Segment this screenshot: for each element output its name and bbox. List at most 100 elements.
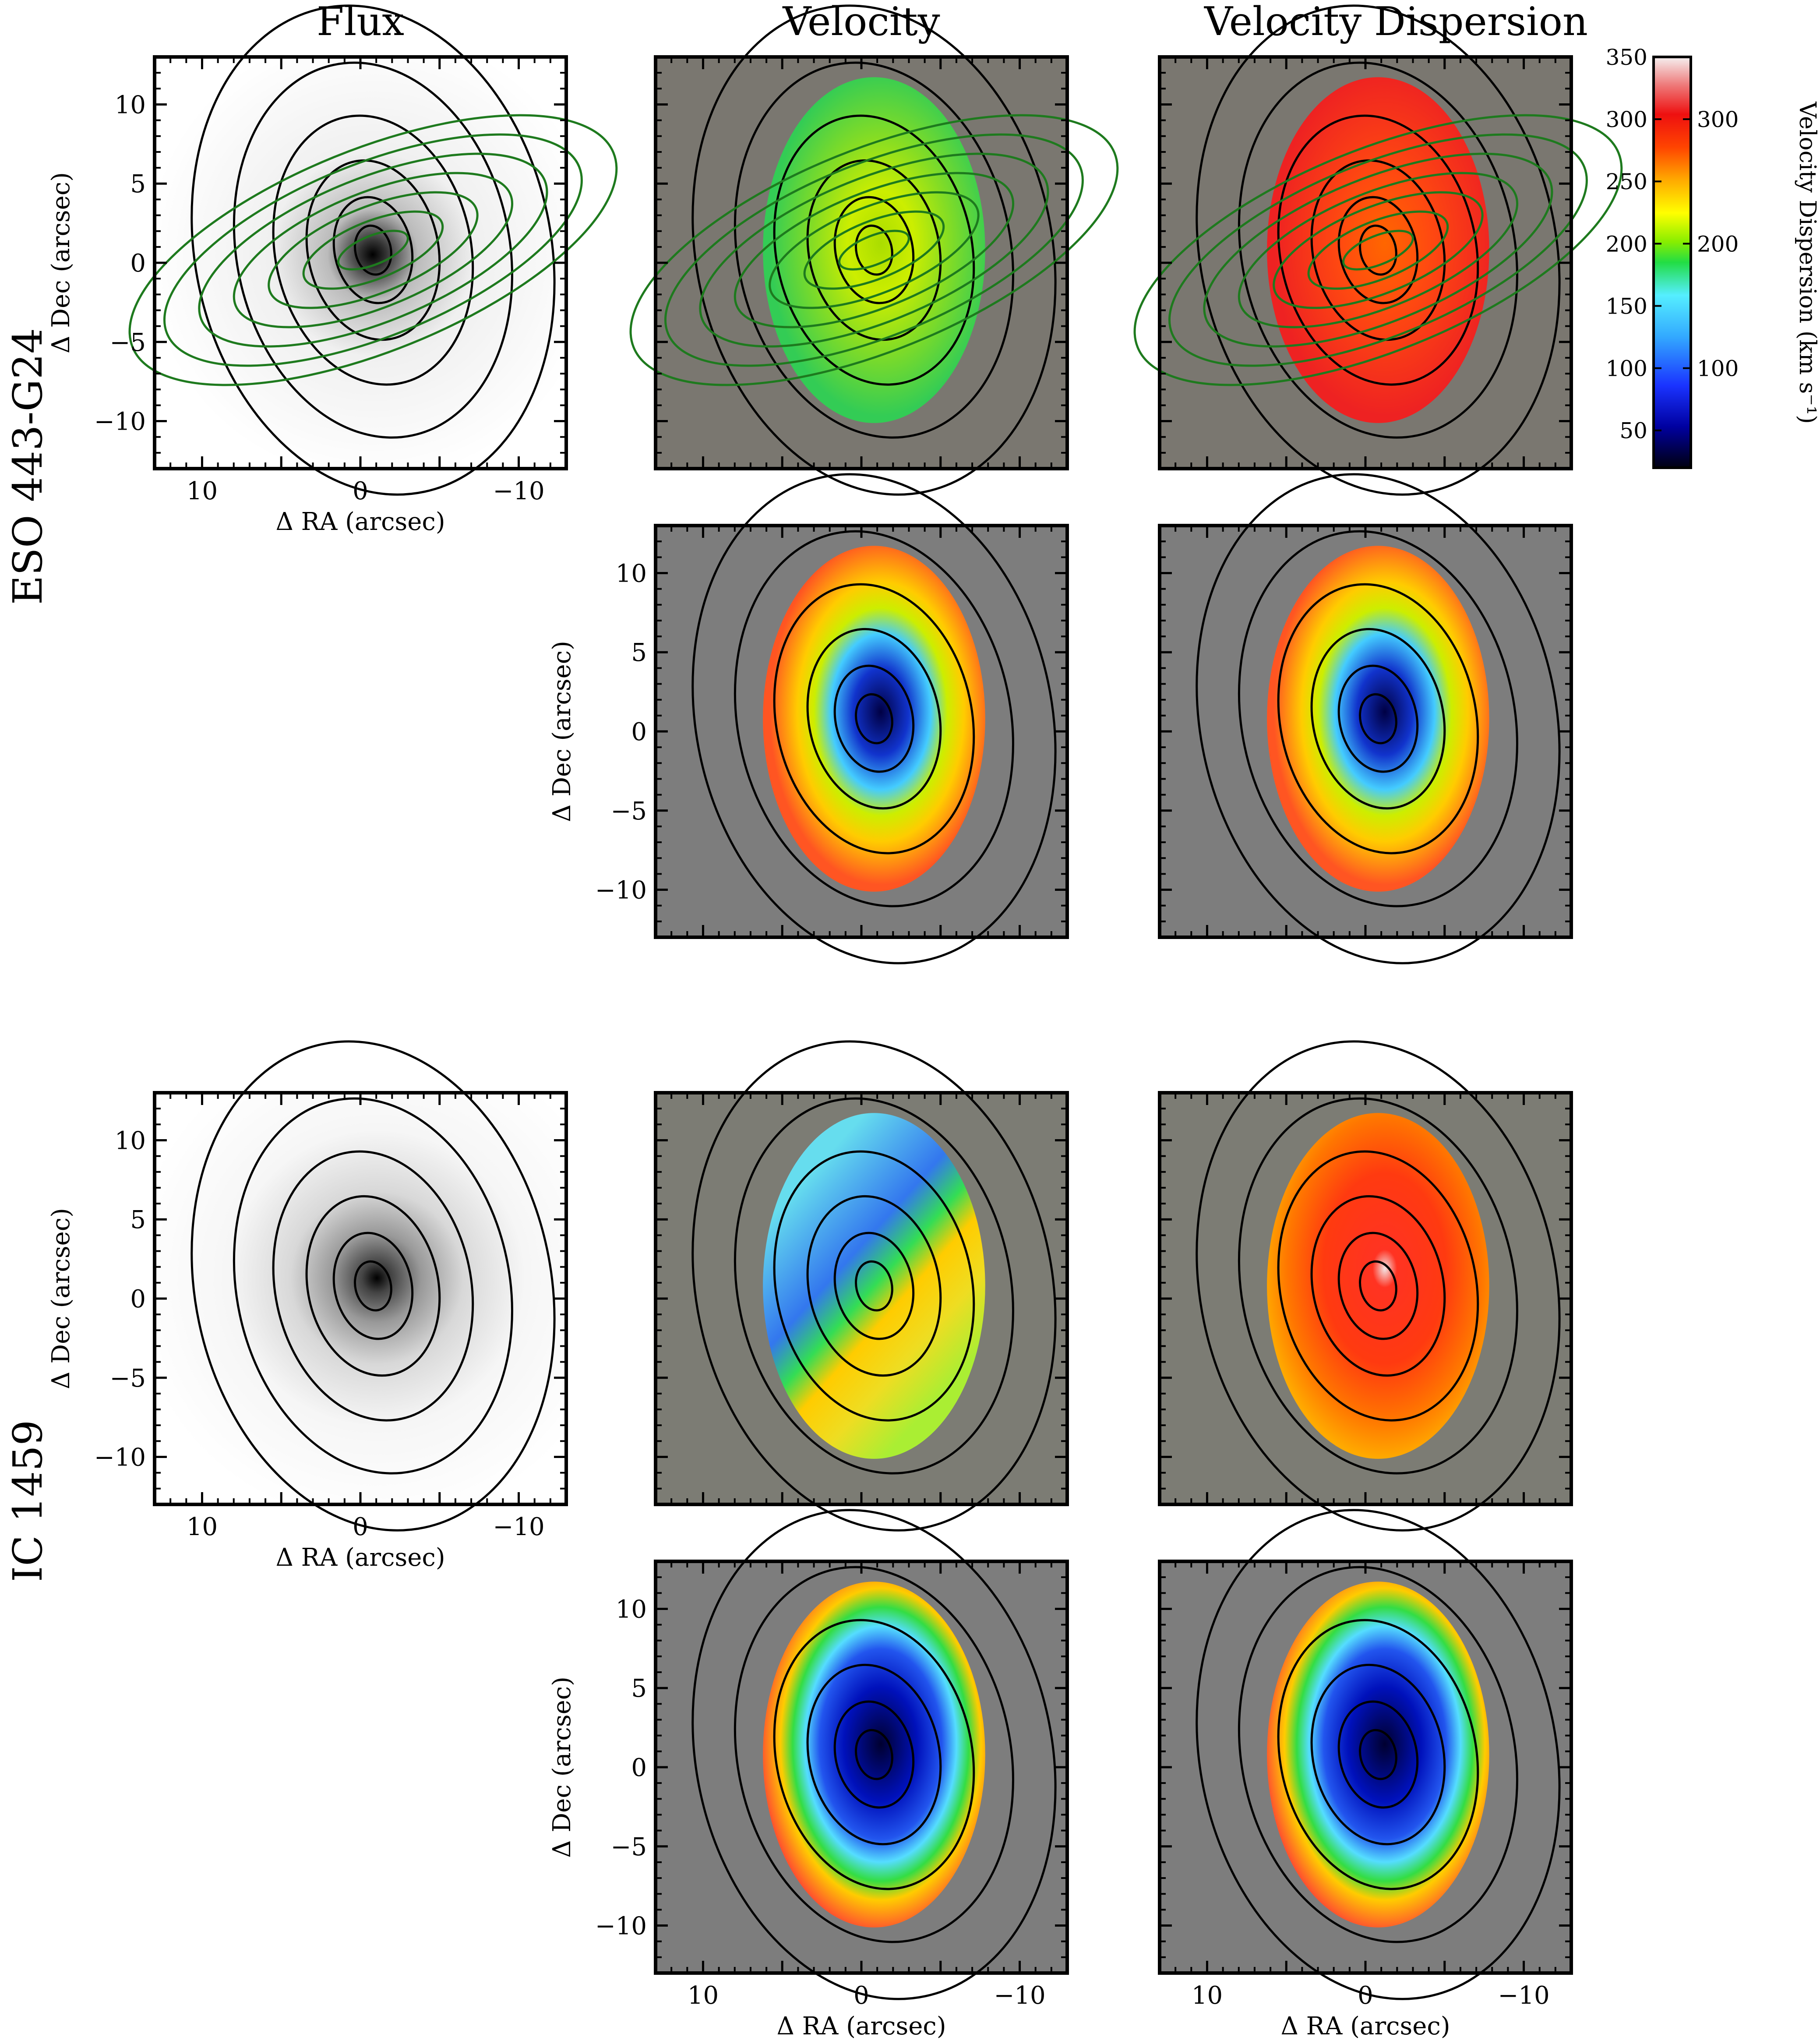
green-contour xyxy=(1342,229,1414,271)
colorbar-tick-label: 150 xyxy=(1606,293,1647,319)
flux-contour xyxy=(806,628,942,810)
flux-contour xyxy=(1196,1040,1561,1532)
kinematic-map xyxy=(763,1113,985,1459)
x-tick-label: −10 xyxy=(493,477,544,505)
green-contour xyxy=(198,152,548,348)
flux-contour xyxy=(833,1232,915,1340)
flux-contour xyxy=(1196,1509,1561,2000)
y-tick-label: 0 xyxy=(631,718,647,746)
flux-contour xyxy=(272,1150,474,1422)
flux-contour xyxy=(691,1509,1057,2000)
y-tick-label: 0 xyxy=(631,1754,647,1782)
y-tick-label: −10 xyxy=(595,1912,647,1941)
panel-8 xyxy=(1158,1040,1573,1532)
panel-4 xyxy=(654,473,1069,964)
flux-contour xyxy=(734,1566,1014,1943)
x-axis-label: Δ RA (arcsec) xyxy=(776,2012,946,2040)
y-tick-label: −10 xyxy=(94,1444,146,1472)
y-tick-label: 10 xyxy=(616,1595,647,1624)
flux-contour xyxy=(833,664,915,773)
green-contour xyxy=(1133,114,1623,386)
x-axis-label: Δ RA (arcsec) xyxy=(275,1543,445,1572)
kinematic-map xyxy=(1267,1113,1489,1459)
flux-contour xyxy=(773,1150,975,1422)
flux-contour xyxy=(691,473,1057,964)
colorbar-right-tick-label: 100 xyxy=(1697,356,1739,381)
colorbar-tick-label: 300 xyxy=(1606,107,1647,132)
flux-image xyxy=(155,1093,566,1504)
kinematic-map xyxy=(763,1582,985,1928)
flux-contour xyxy=(1310,159,1446,341)
green-contour xyxy=(233,172,514,328)
kinematic-map xyxy=(1267,77,1489,423)
green-contour xyxy=(734,172,1015,328)
y-tick-label: 10 xyxy=(616,559,647,588)
flux-contour xyxy=(855,693,893,745)
colorbar-right-tick-label: 300 xyxy=(1697,107,1739,132)
kinematic-map xyxy=(1267,546,1489,892)
kinematic-map xyxy=(763,77,985,423)
flux-contour xyxy=(305,159,441,341)
flux-contour xyxy=(1337,1700,1419,1809)
flux-contour xyxy=(1337,1232,1419,1340)
green-contour xyxy=(629,114,1119,386)
x-tick-label: 10 xyxy=(187,477,218,505)
x-tick-label: 10 xyxy=(1192,1981,1223,2010)
flux-contour xyxy=(855,1729,893,1780)
panel-10 xyxy=(1158,1509,1573,2000)
colorbar-right-tick-label: 200 xyxy=(1697,231,1739,257)
flux-contour xyxy=(1359,1729,1397,1780)
flux-contour xyxy=(1238,530,1518,907)
flux-contour xyxy=(855,1260,893,1312)
flux-contour xyxy=(833,1700,915,1809)
x-tick-label: 10 xyxy=(187,1513,218,1541)
x-tick-label: −10 xyxy=(994,1981,1045,2010)
y-tick-label: 0 xyxy=(130,249,146,278)
flux-contour xyxy=(190,4,556,496)
flux-contour xyxy=(233,1097,513,1475)
y-tick-label: 0 xyxy=(130,1285,146,1313)
y-tick-label: −5 xyxy=(109,1364,146,1393)
flux-contour xyxy=(1196,473,1561,964)
flux-contour xyxy=(305,1195,441,1377)
panel-7 xyxy=(654,1040,1069,1532)
y-axis-label: Δ Dec (arcsec) xyxy=(47,172,75,353)
flux-contour xyxy=(1359,693,1397,745)
colorbar-tick-label: 250 xyxy=(1606,169,1647,194)
flux-contour xyxy=(833,196,915,304)
x-tick-label: −10 xyxy=(493,1513,544,1541)
colorbar-label: Velocity Dispersion (km s⁻¹) xyxy=(1794,101,1820,424)
y-axis-label: Δ Dec (arcsec) xyxy=(548,1677,576,1858)
flux-contour xyxy=(1310,1195,1446,1377)
flux-contour xyxy=(1277,583,1479,854)
flux-contour xyxy=(691,4,1057,496)
colorbar-fill xyxy=(1652,56,1692,469)
green-contour xyxy=(1168,133,1588,367)
flux-contour xyxy=(1359,1260,1397,1312)
y-tick-label: −10 xyxy=(595,876,647,905)
flux-contour xyxy=(1238,1097,1518,1475)
kinematic-map xyxy=(1267,1582,1489,1928)
x-tick-label: 10 xyxy=(688,1981,719,2010)
y-tick-label: −10 xyxy=(94,408,146,436)
green-contour xyxy=(302,210,444,290)
y-axis-label: Δ Dec (arcsec) xyxy=(548,641,576,822)
flux-contour xyxy=(190,1040,556,1532)
flux-contour xyxy=(1196,4,1561,496)
y-tick-label: 5 xyxy=(631,1674,647,1703)
colorbar-tick-label: 100 xyxy=(1606,356,1647,381)
panel-6 xyxy=(153,1040,568,1532)
y-tick-label: 10 xyxy=(115,91,146,119)
x-tick-label: −10 xyxy=(1498,1981,1549,2010)
y-tick-label: 5 xyxy=(631,639,647,667)
flux-contour xyxy=(1310,1663,1446,1846)
kinematic-map xyxy=(763,546,985,892)
panel-2 xyxy=(629,4,1119,496)
panel-grid xyxy=(128,4,1623,2000)
y-tick-label: 5 xyxy=(130,1206,146,1234)
flux-contour xyxy=(773,583,975,854)
flux-image xyxy=(155,57,566,469)
colorbar-tick-label: 50 xyxy=(1619,418,1647,444)
flux-contour xyxy=(1277,114,1479,386)
